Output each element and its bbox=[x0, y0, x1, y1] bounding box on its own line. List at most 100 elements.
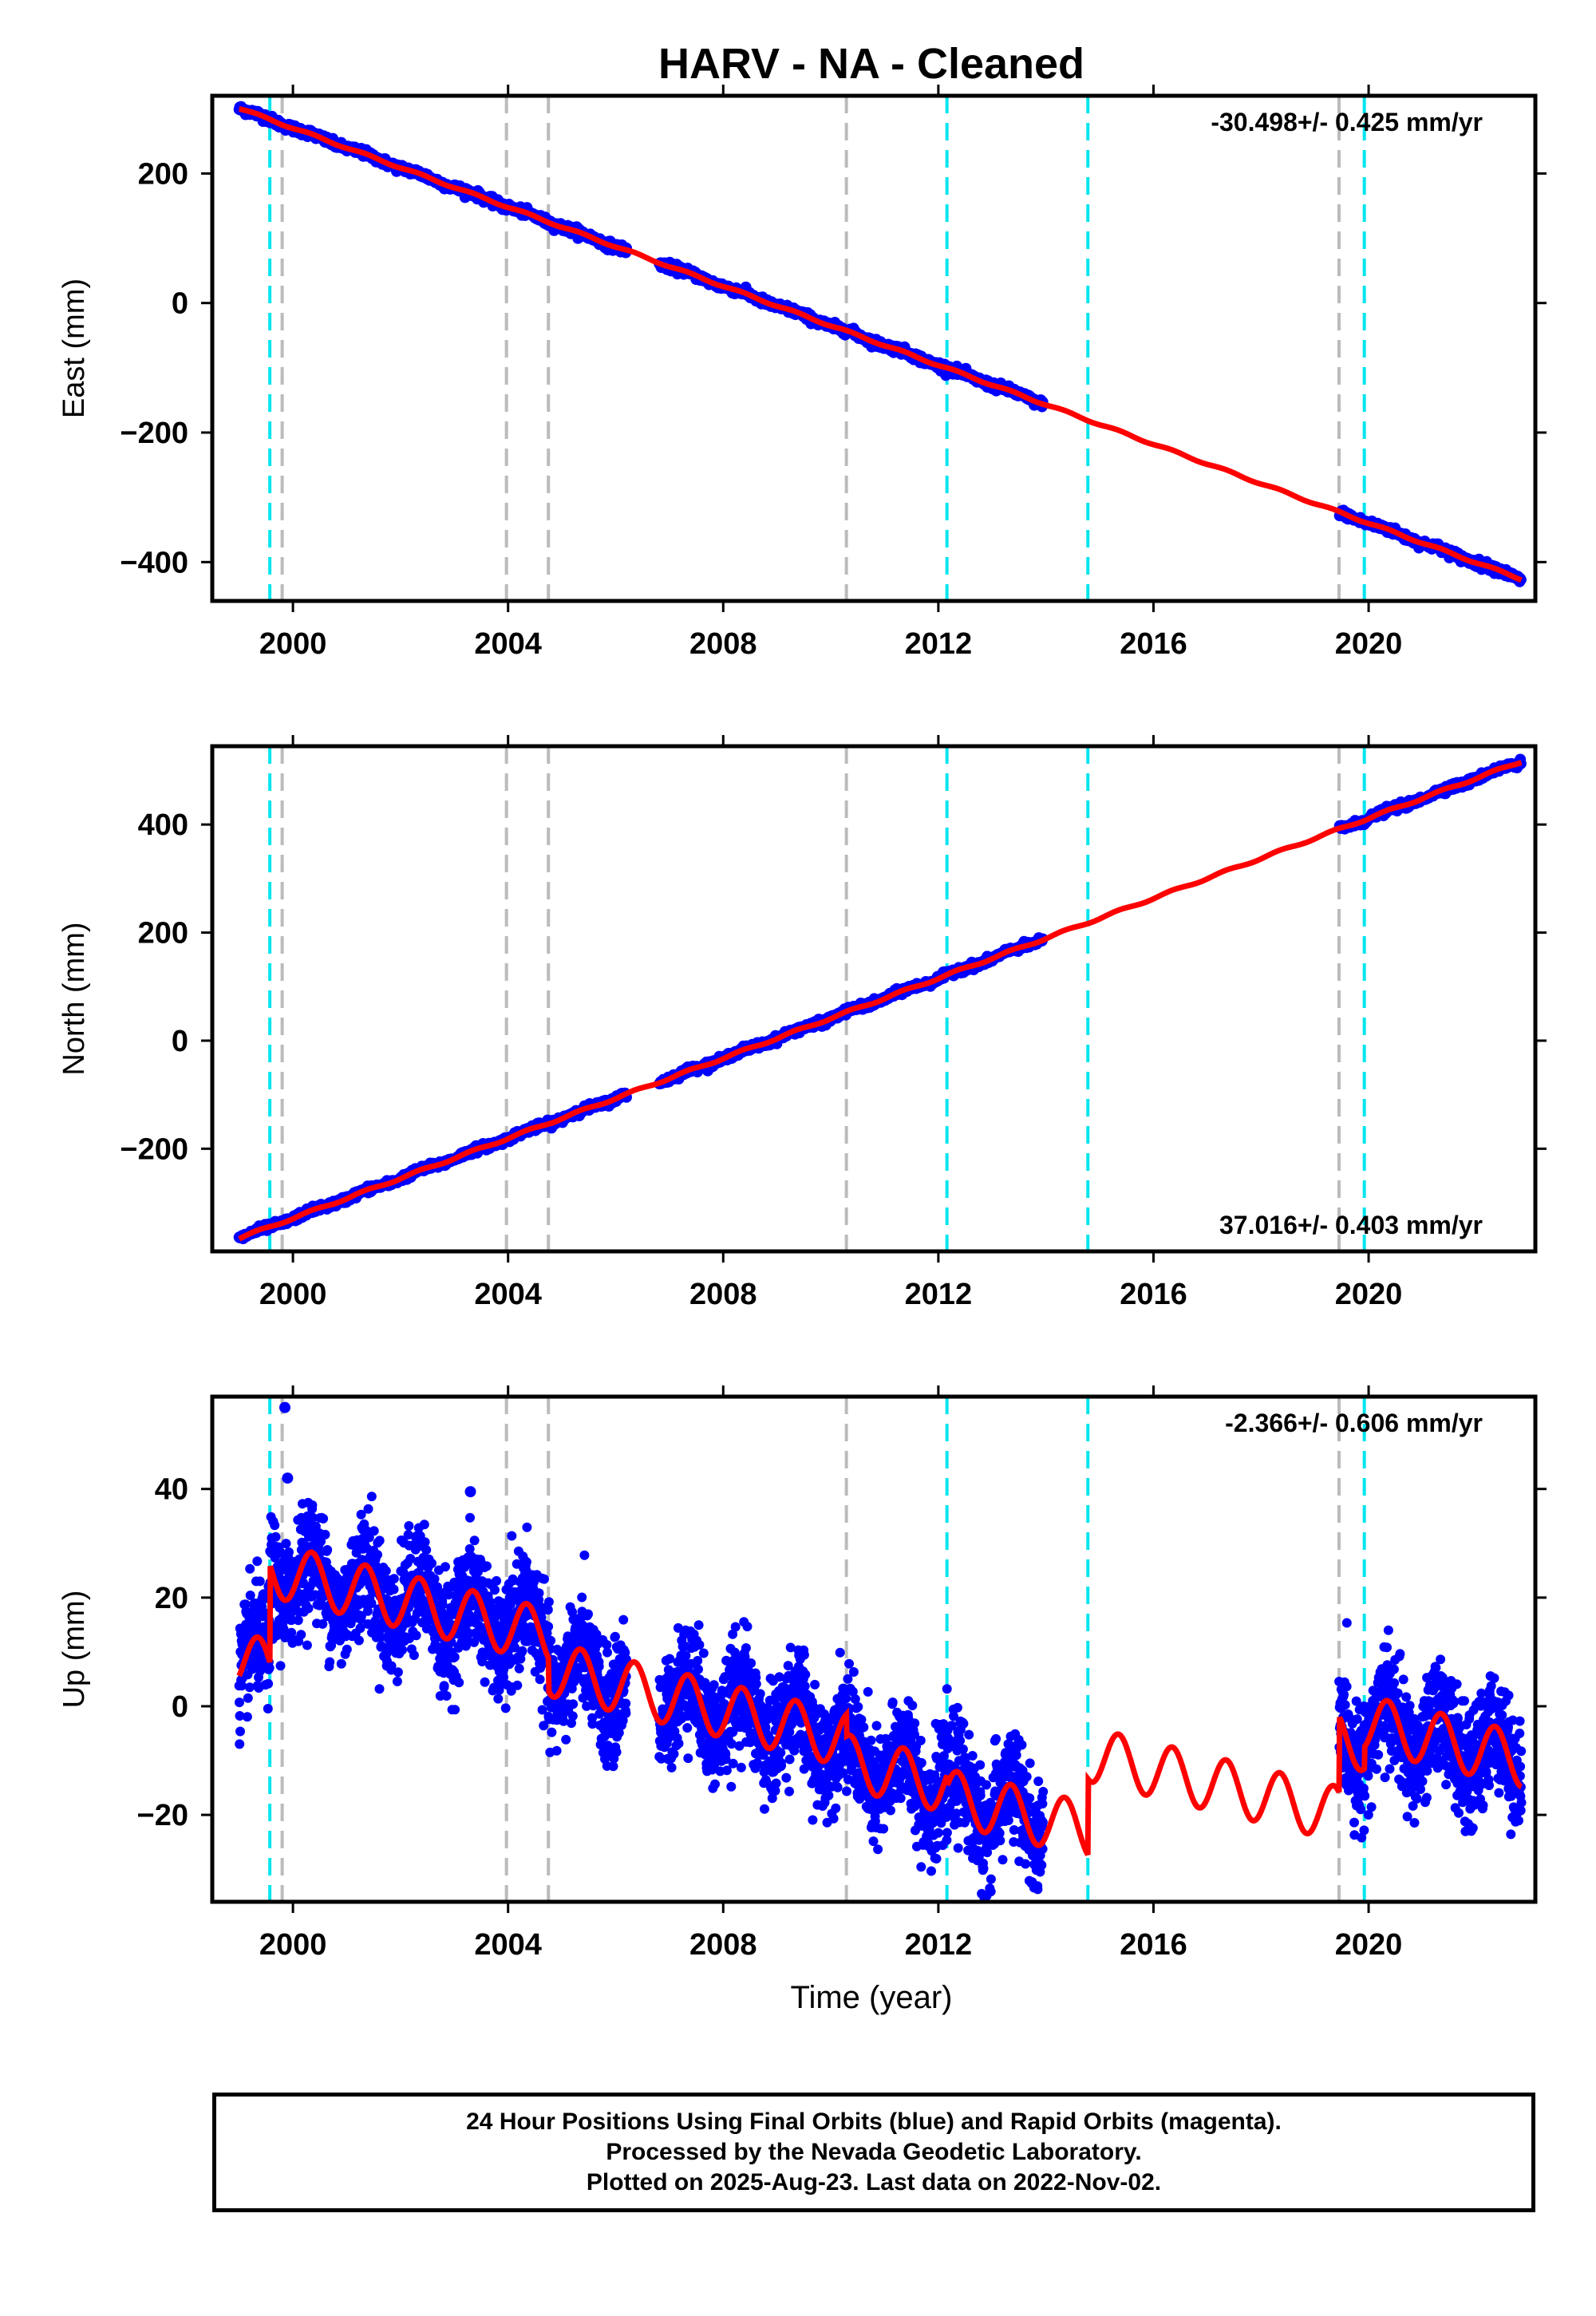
data-point bbox=[567, 1711, 578, 1721]
data-point bbox=[356, 1509, 366, 1520]
data-point bbox=[517, 1646, 527, 1656]
break-lines bbox=[268, 746, 1366, 1251]
data-point bbox=[493, 1694, 504, 1704]
data-point bbox=[322, 1545, 333, 1555]
rate-label: -30.498+/- 0.425 mm/yr bbox=[1211, 108, 1483, 136]
rate-label: 37.016+/- 0.403 mm/yr bbox=[1219, 1211, 1483, 1239]
model-line bbox=[239, 105, 1523, 583]
data-point bbox=[450, 1705, 460, 1715]
x-tick-label: 2016 bbox=[1120, 1278, 1187, 1311]
data-point bbox=[376, 1632, 386, 1642]
data-point bbox=[271, 1531, 281, 1542]
data-point bbox=[244, 1682, 255, 1693]
data-point bbox=[420, 1537, 430, 1547]
data-point bbox=[594, 1662, 604, 1672]
x-tick-label: 2004 bbox=[474, 627, 542, 661]
data-point bbox=[354, 1635, 364, 1646]
data-point bbox=[535, 1674, 545, 1685]
data-point bbox=[303, 1603, 314, 1614]
data-point bbox=[674, 1738, 684, 1749]
data-point bbox=[485, 1597, 496, 1607]
y-tick-label: 0 bbox=[172, 1025, 188, 1058]
y-tick-label: −200 bbox=[120, 417, 188, 450]
data-point bbox=[417, 1593, 426, 1603]
data-point bbox=[618, 1614, 629, 1625]
panel-frame bbox=[210, 93, 1538, 603]
data-point bbox=[439, 1681, 449, 1691]
data-point bbox=[543, 1622, 554, 1632]
data-point bbox=[416, 1586, 426, 1596]
panel-north: 2000 2004 2008 2012 2016 2020−2000200400North… bbox=[57, 735, 1547, 1311]
data-point bbox=[362, 1606, 373, 1616]
break-lines bbox=[268, 96, 1366, 601]
data-point bbox=[281, 1539, 291, 1549]
data-point bbox=[336, 1658, 346, 1669]
data-point bbox=[243, 1693, 253, 1703]
data-point bbox=[363, 1504, 373, 1514]
x-tick-label: 2016 bbox=[1120, 627, 1187, 661]
y-axis-label: North (mm) bbox=[57, 922, 91, 1075]
data-point bbox=[454, 1678, 464, 1688]
data-point bbox=[259, 1594, 270, 1604]
data-point bbox=[245, 1563, 255, 1574]
x-tick-label: 2020 bbox=[1335, 627, 1403, 661]
data-point bbox=[543, 1597, 554, 1607]
data-point bbox=[539, 1574, 549, 1584]
data-point bbox=[316, 1536, 326, 1547]
data-point bbox=[355, 1623, 365, 1634]
data-point bbox=[602, 1647, 612, 1658]
data-point bbox=[389, 1584, 399, 1595]
data-point bbox=[392, 1676, 402, 1686]
data-point bbox=[263, 1678, 274, 1689]
data-point bbox=[512, 1680, 523, 1690]
data-point bbox=[500, 1703, 511, 1713]
y-axis-label: East (mm) bbox=[57, 279, 91, 418]
figure-title: HARV - NA - Cleaned bbox=[658, 40, 1084, 88]
data-point bbox=[421, 1545, 432, 1555]
data-point bbox=[279, 1624, 289, 1634]
data-point bbox=[460, 1641, 471, 1651]
data-point bbox=[318, 1513, 329, 1524]
data-point bbox=[449, 1577, 460, 1587]
data-point bbox=[611, 1747, 622, 1757]
data-point bbox=[666, 1762, 677, 1773]
data-point bbox=[464, 1543, 475, 1554]
data-point bbox=[356, 1611, 366, 1622]
data-point bbox=[366, 1492, 377, 1502]
data-point bbox=[437, 1599, 448, 1610]
data-point bbox=[427, 1558, 437, 1568]
data-point bbox=[374, 1684, 385, 1694]
data-point bbox=[284, 1547, 294, 1557]
data-point bbox=[610, 1631, 620, 1642]
data-point bbox=[307, 1500, 318, 1510]
data-point bbox=[534, 1588, 544, 1599]
data-point bbox=[492, 1575, 502, 1586]
data-point bbox=[235, 1697, 244, 1708]
data-point bbox=[514, 1663, 524, 1674]
data-point bbox=[409, 1650, 419, 1660]
data-point bbox=[320, 1529, 330, 1539]
x-tick-label: 2012 bbox=[905, 627, 973, 661]
data-point bbox=[482, 1561, 492, 1571]
data-point bbox=[551, 1745, 562, 1756]
data-point bbox=[302, 1640, 312, 1650]
data-point bbox=[547, 1727, 557, 1737]
data-point bbox=[411, 1630, 421, 1641]
data-point bbox=[263, 1704, 273, 1713]
data-point bbox=[264, 1663, 275, 1673]
data-point bbox=[469, 1535, 480, 1546]
data-point bbox=[490, 1585, 500, 1595]
data-point bbox=[300, 1540, 310, 1551]
x-tick-label: 2004 bbox=[474, 1278, 542, 1311]
data-point bbox=[240, 1599, 251, 1610]
data-point bbox=[419, 1520, 429, 1530]
data-point bbox=[325, 1657, 335, 1667]
y-tick-label: 400 bbox=[138, 808, 188, 842]
y-tick-label: 200 bbox=[138, 917, 188, 951]
model-line bbox=[238, 760, 1523, 1242]
data-point bbox=[583, 1609, 593, 1619]
data-point bbox=[366, 1599, 377, 1608]
x-tick-label: 2000 bbox=[259, 1278, 327, 1311]
